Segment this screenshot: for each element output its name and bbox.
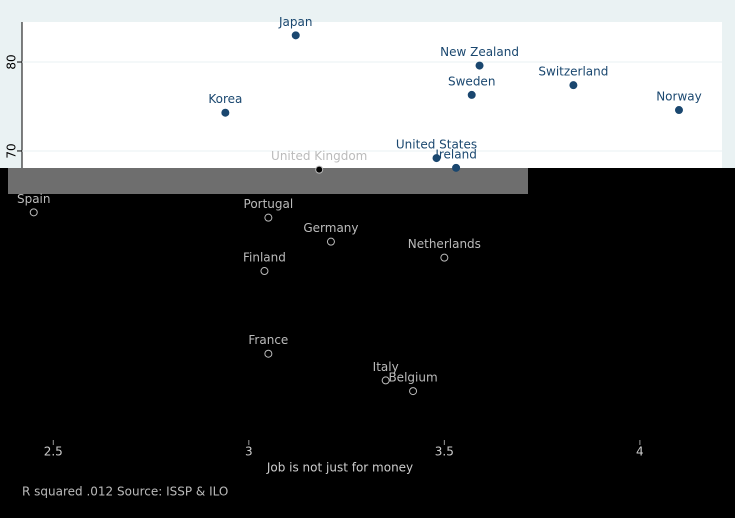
point bbox=[291, 31, 300, 40]
point-label: Finland bbox=[243, 251, 286, 265]
point-label: Italy bbox=[373, 360, 399, 374]
point-label: United Kingdom bbox=[271, 149, 367, 163]
point bbox=[326, 237, 335, 246]
point bbox=[475, 61, 484, 70]
point-label: Switzerland bbox=[538, 65, 608, 79]
point-label: Korea bbox=[208, 92, 242, 106]
x-tick-label: 3.5 bbox=[435, 445, 454, 459]
point bbox=[569, 81, 578, 90]
point bbox=[264, 213, 273, 222]
point-label: Japan bbox=[278, 15, 312, 29]
point-label: Germany bbox=[303, 221, 358, 235]
point bbox=[409, 387, 418, 396]
point-label: Belgium bbox=[388, 371, 437, 385]
x-tick-label: 4 bbox=[636, 445, 644, 459]
point-label: New Zealand bbox=[440, 45, 519, 59]
point-label: Ireland bbox=[435, 147, 477, 161]
point-label: Portugal bbox=[244, 197, 294, 211]
x-tick-label: 2.5 bbox=[44, 445, 63, 459]
x-axis-title: Job is not just for money bbox=[266, 461, 413, 475]
point-label: Spain bbox=[17, 192, 51, 206]
note: R squared .012 Source: ISSP & ILO bbox=[22, 485, 228, 499]
point bbox=[674, 106, 683, 115]
point-label: Netherlands bbox=[408, 237, 481, 251]
plot-area bbox=[22, 22, 722, 168]
point bbox=[264, 349, 273, 358]
point bbox=[381, 376, 390, 385]
point bbox=[452, 163, 461, 172]
x-tick-label: 3 bbox=[245, 445, 253, 459]
point-label: Sweden bbox=[448, 74, 495, 88]
point bbox=[467, 90, 476, 99]
point-label: United States bbox=[396, 138, 477, 152]
point bbox=[29, 208, 38, 217]
point bbox=[260, 267, 269, 276]
y-tick-label: 70 bbox=[5, 143, 19, 158]
point-label: France bbox=[248, 333, 288, 347]
point-label: Norway bbox=[656, 90, 702, 104]
glitch-strip bbox=[8, 168, 528, 194]
point bbox=[440, 253, 449, 262]
y-tick-label: 80 bbox=[5, 54, 19, 69]
point bbox=[432, 154, 441, 163]
point bbox=[315, 165, 324, 174]
point bbox=[221, 108, 230, 117]
glitch-band bbox=[0, 168, 735, 518]
